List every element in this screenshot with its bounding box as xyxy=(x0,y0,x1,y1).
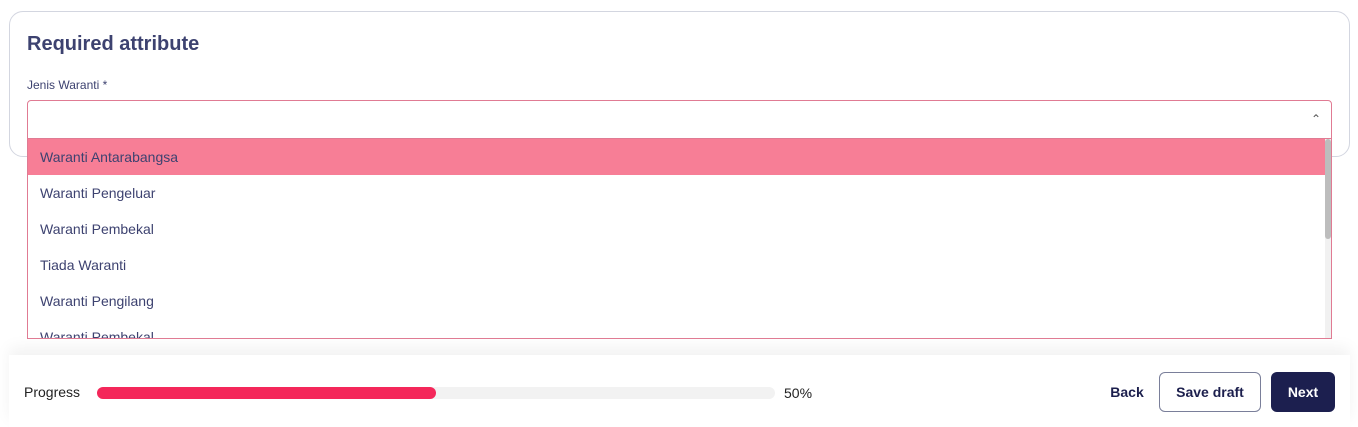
dropdown-option[interactable]: Tiada Waranti xyxy=(40,257,127,273)
dropdown-option[interactable]: Waranti Pembekal xyxy=(40,329,154,339)
dropdown-list: Waranti Antarabangsa Waranti Pengeluar War… xyxy=(27,139,1332,339)
section-title: Required attribute xyxy=(27,33,200,55)
jenis-waranti-label: Jenis Waranti * xyxy=(27,78,108,92)
jenis-waranti-select[interactable]: ⌃ xyxy=(27,100,1332,139)
next-button[interactable]: Next xyxy=(1271,372,1335,412)
dropdown-option[interactable]: Waranti Pembekal xyxy=(40,221,154,237)
scrollbar-thumb[interactable] xyxy=(1325,139,1331,239)
dropdown-option[interactable]: Waranti Antarabangsa xyxy=(28,139,1331,175)
save-draft-button[interactable]: Save draft xyxy=(1159,372,1261,412)
progress-percent: 50% xyxy=(784,385,813,401)
progress-label: Progress xyxy=(24,384,81,400)
progress-fill xyxy=(97,387,436,399)
dropdown-option[interactable]: Waranti Pengeluar xyxy=(40,185,156,201)
dropdown-option[interactable]: Waranti Pengilang xyxy=(40,293,154,309)
chevron-up-icon[interactable]: ⌃ xyxy=(1310,112,1321,126)
footer-bar: Progress 50% Back Save draft Next xyxy=(9,355,1350,427)
scrollbar[interactable] xyxy=(1325,139,1331,338)
back-button[interactable]: Back xyxy=(1110,384,1144,400)
progress-bar xyxy=(97,387,775,399)
